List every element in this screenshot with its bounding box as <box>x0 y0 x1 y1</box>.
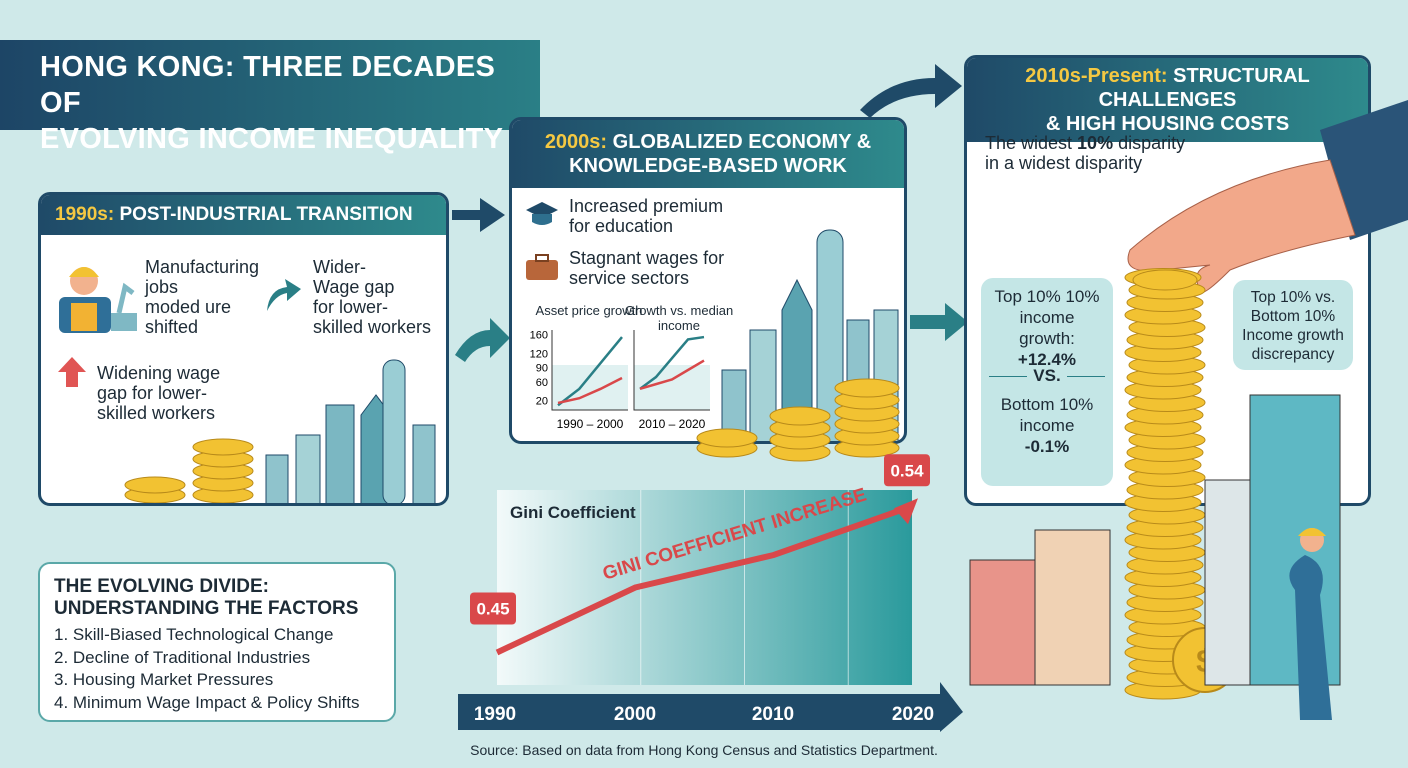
factor-item: 2. Decline of Traditional Industries <box>54 647 311 667</box>
worker-robot-icon <box>59 267 137 333</box>
text-stagnant-wages: Stagnant wages for service sectors <box>569 248 725 288</box>
skyline-coins-illustration <box>124 359 436 503</box>
series-line <box>639 335 705 390</box>
coin <box>1132 269 1198 291</box>
chart2-title: Growth vs. median income <box>624 303 734 333</box>
chart-area <box>552 365 628 410</box>
x-tick: 2010 <box>752 704 794 725</box>
coin-stacks-illustration <box>696 378 900 462</box>
hand-coin-tower-illustration: $ <box>969 100 1408 720</box>
axis <box>551 330 628 411</box>
end-label: 0.54 <box>890 461 924 480</box>
income-comparison-bubble: Top 10% 10% income growth: +12.4% VS. Botto… <box>981 278 1113 486</box>
x-label: 2010 – 2020 <box>639 417 706 431</box>
intro-text: The widest 10% disparity in a widest disp… <box>985 133 1186 173</box>
page-title: HONG KONG: THREE DECADES OF EVOLVING INCO… <box>0 40 540 155</box>
y-tick: 20 <box>536 396 548 408</box>
y-tick: 90 <box>536 363 548 375</box>
x-tick: 1990 <box>474 704 516 725</box>
section-header: 1990s: POST-INDUSTRIAL TRANSITION <box>41 195 446 235</box>
gini-line <box>495 503 913 656</box>
arrow-icon <box>452 198 505 232</box>
source-note: Source: Based on data from Hong Kong Cen… <box>470 742 938 758</box>
factor-item: 4. Minimum Wage Impact & Policy Shifts <box>54 692 360 712</box>
series-line <box>557 376 623 405</box>
up-arrow-icon <box>58 357 86 387</box>
section-1990s: 1990s: POST-INDUSTRIAL TRANSITION Manufa… <box>38 192 449 506</box>
y-tick: 60 <box>536 377 548 389</box>
start-label: 0.45 <box>476 600 509 619</box>
end-label-badge <box>884 454 930 487</box>
series-line <box>557 336 623 407</box>
curved-arrow-icon <box>267 279 301 311</box>
text-manufacturing: Manufacturing jobs moded ure shifted <box>145 257 260 337</box>
briefcase-icon <box>526 254 558 280</box>
discrepancy-bubble: Top 10% vs. Bottom 10% Income growth discre… <box>1233 280 1353 370</box>
arrow-icon <box>455 318 510 362</box>
factors-box: THE EVOLVING DIVIDE: UNDERSTANDING THE FA… <box>38 562 396 722</box>
text-wider-wage-gap: Wider- Wage gap for lower-skilled workers <box>313 257 432 337</box>
series-line <box>639 359 705 391</box>
axis <box>633 330 710 411</box>
arrow-head <box>894 498 918 525</box>
section-header: 2000s: GLOBALIZED ECONOMY & KNOWLEDGE-BAS… <box>512 120 904 188</box>
timeline-bar <box>458 682 963 732</box>
graduation-cap-icon <box>526 202 558 225</box>
x-tick: 2000 <box>614 704 656 725</box>
section-header: 2010s-Present: STRUCTURAL CHALLENGES & HI… <box>967 58 1368 142</box>
mini-charts: 1990 – 2000 20 60 90 120 160 2010 – 2020 <box>530 330 710 431</box>
arrow-icon <box>860 64 962 118</box>
factor-item: 1. Skill-Biased Technological Change <box>54 625 334 644</box>
text-widening-wage-gap: Widening wage gap for lower-skilled worke… <box>97 363 221 423</box>
factor-item: 3. Housing Market Pressures <box>54 670 274 689</box>
y-tick: 120 <box>530 349 548 361</box>
y-tick: 160 <box>530 330 548 342</box>
arrow-icon <box>910 303 968 341</box>
x-tick: 2020 <box>892 704 934 725</box>
chart1-title: Asset price growth <box>535 303 643 318</box>
gini-title: Gini Coefficient <box>510 503 636 522</box>
start-label-badge <box>470 592 516 625</box>
chart-area <box>497 490 912 685</box>
x-label: 1990 – 2000 <box>557 417 624 431</box>
text-education-premium: Increased premium for education <box>569 196 724 236</box>
